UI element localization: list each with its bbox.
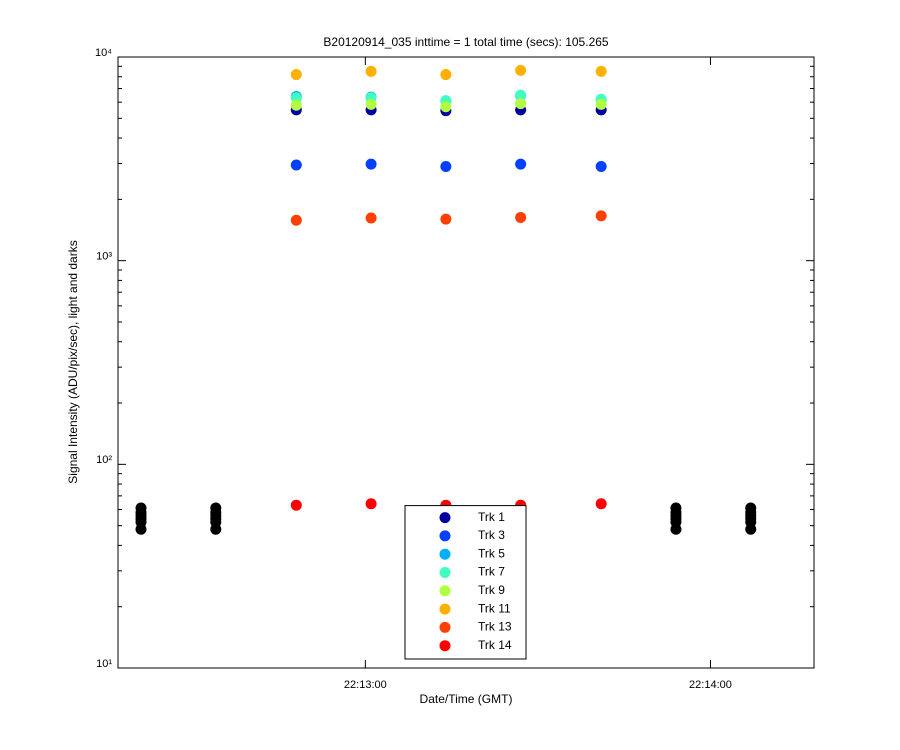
data-point xyxy=(515,98,527,110)
chart-title: B20120914_035 inttime = 1 total time (se… xyxy=(323,35,609,49)
y-tick-label: 10¹ xyxy=(96,658,112,670)
data-point xyxy=(670,523,682,535)
legend-label: Trk 1 xyxy=(478,510,505,524)
data-point xyxy=(290,214,302,226)
legend-label: Trk 3 xyxy=(478,528,505,542)
legend-box xyxy=(404,505,527,660)
data-point xyxy=(365,212,377,224)
data-point xyxy=(365,65,377,77)
y-tick-label: 10⁴ xyxy=(95,47,112,59)
data-point xyxy=(440,69,452,81)
data-point xyxy=(595,160,607,172)
data-point xyxy=(440,160,452,172)
data-point xyxy=(135,523,147,535)
data-point xyxy=(595,65,607,77)
y-tick-label: 10³ xyxy=(96,251,112,263)
legend-label: Trk 7 xyxy=(478,565,505,579)
data-point xyxy=(365,498,377,510)
x-tick-label: 22:13:00 xyxy=(344,679,387,691)
legend-marker xyxy=(439,585,451,597)
data-point xyxy=(440,213,452,225)
data-point xyxy=(290,99,302,111)
legend-marker xyxy=(439,548,451,560)
y-axis-label: Signal Intensity (ADU/pix/sec), light an… xyxy=(66,240,80,483)
y-tick-label: 10² xyxy=(96,454,112,466)
legend-marker xyxy=(439,621,451,633)
legend-marker xyxy=(439,530,451,542)
data-point xyxy=(515,64,527,76)
data-point xyxy=(595,210,607,222)
data-point xyxy=(210,523,222,535)
data-point xyxy=(440,101,452,113)
data-point xyxy=(365,98,377,110)
legend-marker xyxy=(439,603,451,615)
legend-label: Trk 11 xyxy=(478,601,511,615)
legend-label: Trk 5 xyxy=(478,546,505,560)
data-point xyxy=(515,158,527,170)
data-point xyxy=(365,158,377,170)
x-axis-label: Date/Time (GMT) xyxy=(420,692,513,706)
data-point xyxy=(290,499,302,511)
legend-label: Trk 13 xyxy=(478,620,512,634)
data-point xyxy=(290,159,302,171)
data-point xyxy=(745,523,757,535)
data-point xyxy=(595,98,607,110)
data-point xyxy=(515,211,527,223)
data-point xyxy=(595,498,607,510)
legend-marker xyxy=(439,512,451,524)
x-tick-label: 22:14:00 xyxy=(689,679,732,691)
legend-marker xyxy=(439,640,451,652)
legend-label: Trk 14 xyxy=(478,638,512,652)
data-point xyxy=(515,89,527,101)
legend-label: Trk 9 xyxy=(478,583,505,597)
data-point xyxy=(290,69,302,81)
legend-marker xyxy=(439,567,451,578)
